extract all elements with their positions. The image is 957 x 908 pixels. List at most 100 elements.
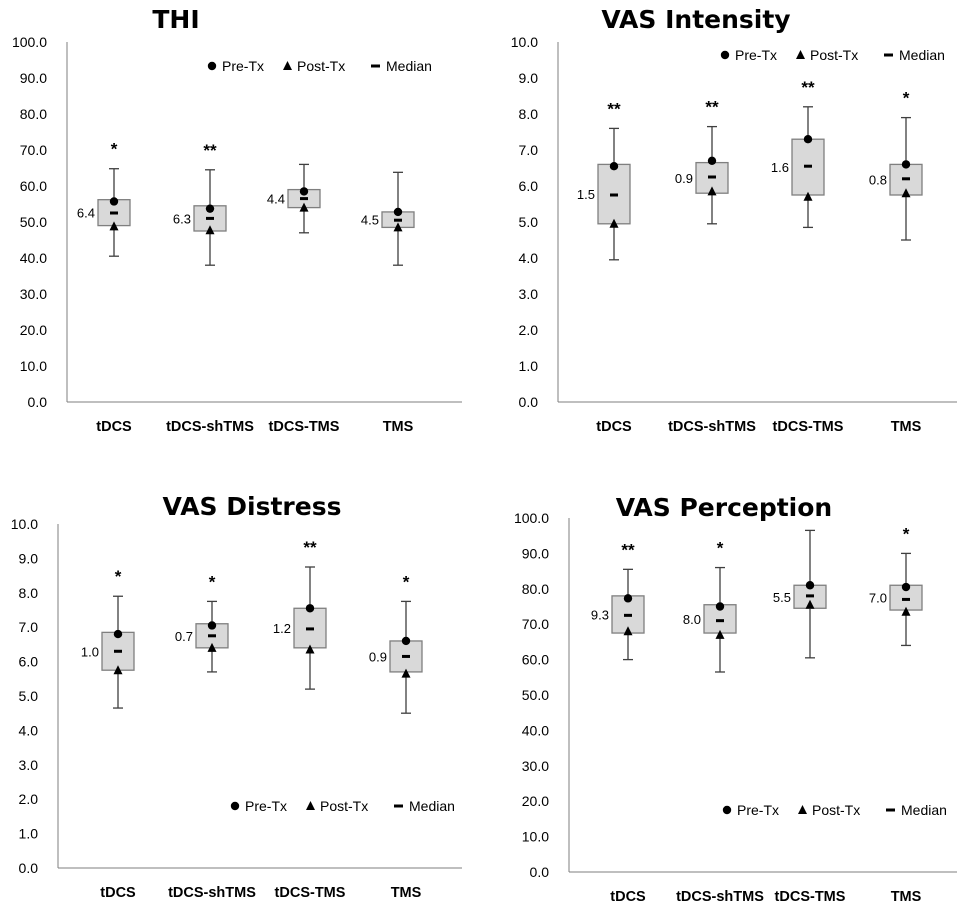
y-tick-label: 80.0 [20,106,47,122]
pre-tx-marker [207,621,217,630]
y-tick-label: 100.0 [514,510,549,526]
legend-post-label: Post-Tx [810,47,858,63]
box-group-tDCS: 1.5 ** [577,99,631,261]
pre-tx-marker [401,636,411,646]
y-tick-label: 70.0 [522,616,549,632]
legend: Pre-Tx Post-Tx Median [207,58,432,74]
legend-median-label: Median [901,802,947,818]
median-marker [708,175,716,179]
y-tick-label: 60.0 [522,652,549,668]
y-tick-label: 4.0 [19,722,39,738]
y-tick-label: 50.0 [522,687,549,703]
post-tx-marker [113,665,123,675]
pre-tx-marker [299,187,309,196]
box-group-tDCS-TMS: 1.2 ** [273,538,327,690]
box-group-tDCS: 1.0 * [81,567,135,709]
x-category-label: tDCS-TMS [269,419,340,435]
significance-marker: ** [607,99,621,118]
legend-median-marker [394,804,403,808]
chart-title: VAS Intensity [601,5,790,34]
x-category-label: TMS [891,889,922,905]
range-label: 7.0 [869,591,887,606]
box-group-TMS: 0.8 * [869,89,923,241]
pre-tx-marker [205,204,215,213]
y-tick-label: 9.0 [19,550,39,566]
x-category-label: tDCS [610,889,646,905]
post-tx-marker [623,626,633,636]
y-tick-label: 1.0 [19,826,39,842]
post-tx-marker [109,221,119,231]
y-tick-label: 0.0 [19,860,39,876]
box-group-TMS: 7.0 * [869,524,923,647]
x-category-label: tDCS-TMS [275,885,346,901]
y-tick-label: 4.0 [519,250,539,266]
pre-tx-marker [623,594,633,603]
median-marker [902,597,910,601]
range-label: 0.7 [175,629,193,644]
legend: Pre-Tx Post-Tx Median [722,802,947,818]
legend-post-label: Post-Tx [320,798,368,814]
x-category-label: tDCS [596,419,632,435]
significance-marker: * [903,524,910,543]
legend-pre-label: Pre-Tx [222,58,264,74]
range-label: 6.4 [77,206,95,221]
x-category-label: TMS [383,419,414,435]
pre-tx-marker [803,135,813,144]
y-tick-label: 10.0 [511,34,538,50]
range-label: 1.6 [771,160,789,175]
y-tick-label: 8.0 [519,106,539,122]
median-marker [306,627,314,631]
legend: Pre-Tx Post-Tx Median [230,798,455,814]
y-tick-label: 9.0 [519,70,539,86]
pre-tx-marker [901,582,911,592]
box-group-TMS: 4.5 [361,171,415,266]
y-tick-label: 5.0 [519,214,539,230]
x-category-label: TMS [891,419,922,435]
pre-tx-marker [715,602,725,611]
significance-marker: * [903,89,910,108]
box-group-tDCS: 6.4 * [77,140,131,257]
range-label: 1.0 [81,644,99,659]
range-label: 8.0 [683,612,701,627]
y-tick-label: 20.0 [20,322,47,338]
x-category-label: TMS [391,885,422,901]
x-category-label: tDCS-shTMS [668,419,756,435]
pre-tx-marker [305,604,315,613]
median-marker [402,654,410,658]
y-tick-label: 7.0 [519,142,539,158]
pre-tx-marker [901,160,911,169]
significance-marker: * [115,567,122,586]
median-marker [300,197,308,201]
pre-tx-marker [113,629,123,639]
significance-marker: ** [621,540,635,559]
significance-marker: * [403,572,410,591]
range-label: 4.5 [361,213,379,228]
range-label: 1.5 [577,187,595,202]
range-label: 1.2 [273,621,291,636]
y-tick-label: 60.0 [20,178,47,194]
significance-marker: ** [203,141,217,160]
legend-median-marker [371,64,380,68]
y-tick-label: 10.0 [522,829,549,845]
post-tx-marker [805,599,815,609]
legend-post-marker [306,801,315,810]
median-marker [394,218,402,222]
x-category-label: tDCS-shTMS [168,885,256,901]
significance-marker: ** [801,78,815,97]
legend-median-label: Median [899,47,945,63]
box-group-tDCS-TMS: 1.6 ** [771,78,825,229]
chart-panel-2: VAS Distress 0.0 1.0 2.0 3.0 4.0 5.0 6.0 7.0 8.0 9… [11,492,462,901]
post-tx-marker [205,225,215,235]
median-marker [624,613,632,617]
legend-post-marker [798,805,807,814]
y-tick-label: 10.0 [11,516,38,532]
y-tick-label: 6.0 [19,654,39,670]
chart-panel-1: VAS Intensity 0.0 1.0 2.0 3.0 4.0 5.0 6.0 7.0 8.0… [511,5,957,435]
box-group-tDCS-shTMS: 0.9 ** [675,98,729,225]
median-marker [806,594,814,598]
legend: Pre-Tx Post-Tx Median [720,47,945,63]
legend-post-label: Post-Tx [812,802,860,818]
box-group-tDCS-shTMS: 6.3 ** [173,141,227,266]
y-tick-label: 2.0 [19,791,39,807]
y-tick-label: 6.0 [519,178,539,194]
